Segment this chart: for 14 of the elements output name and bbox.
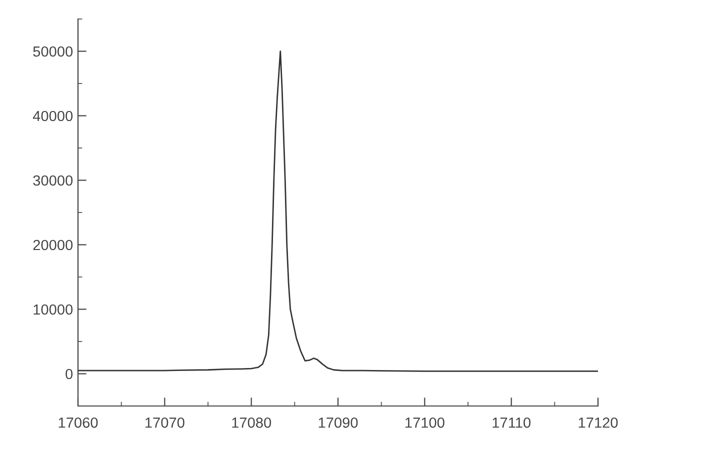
y-tick-label: 20000 xyxy=(33,240,73,250)
x-tick-label: 17080 xyxy=(232,417,272,428)
x-tick-label: 17120 xyxy=(578,417,618,428)
x-tick-label: 17090 xyxy=(318,417,358,428)
x-tick-label: 17060 xyxy=(58,417,98,428)
x-tick-label: 17070 xyxy=(146,417,184,428)
y-tick-label: 10000 xyxy=(34,304,73,315)
y-tick-label: 50000 xyxy=(33,46,73,57)
x-tick-label: 17100 xyxy=(406,417,444,428)
y-tick-label: 0 xyxy=(66,368,73,380)
x-tick-label: 17110 xyxy=(492,417,531,428)
y-tick-label: 40000 xyxy=(32,110,73,122)
y-tick-label: 30000 xyxy=(33,175,73,186)
line-series xyxy=(78,50,598,372)
